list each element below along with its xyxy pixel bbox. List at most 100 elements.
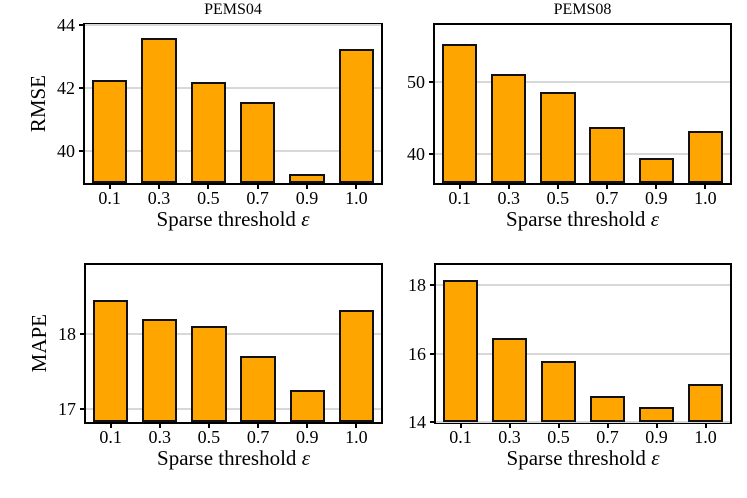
epsilon-symbol: ε xyxy=(650,207,659,231)
x-tick xyxy=(207,183,210,189)
bar-1.0 xyxy=(338,48,375,183)
gridline-y-40 xyxy=(435,153,730,156)
bar-0.3 xyxy=(142,318,178,422)
x-tick-label: 0.7 xyxy=(596,427,619,447)
x-tick-label: 0.9 xyxy=(296,427,319,447)
bar-0.5 xyxy=(540,361,577,422)
x-tick xyxy=(606,422,609,428)
x-tick xyxy=(108,183,111,189)
y-tick xyxy=(429,81,435,84)
x-tick xyxy=(109,422,112,428)
x-tick xyxy=(606,183,609,189)
x-tick-label: 1.0 xyxy=(694,427,717,447)
x-tick xyxy=(306,183,308,189)
x-tick-label: 0.1 xyxy=(98,188,121,208)
x-tick-label: 0.5 xyxy=(547,427,570,447)
x-tick xyxy=(256,183,259,189)
y-tick xyxy=(430,421,436,423)
x-tick-label: 0.3 xyxy=(147,188,171,208)
gridline-y-14 xyxy=(436,421,730,423)
y-tick-label: 17 xyxy=(58,398,76,419)
bar-0.3 xyxy=(141,37,177,183)
x-tick xyxy=(557,422,560,428)
bar-0.7 xyxy=(239,102,276,183)
subplot-mape-pems04: 17 18 0.1 0.3 0.5 0.7 0.9 1.0 MAPE Sparse thres… xyxy=(27,263,383,469)
plot-area: 40 42 44 0.1 0.3 0.5 0.7 0.9 1.0 xyxy=(57,16,383,207)
y-tick-label: 40 xyxy=(57,141,75,162)
x-tick xyxy=(355,422,358,428)
gridline-y-16 xyxy=(436,352,730,355)
gridline-y-40 xyxy=(85,150,381,153)
x-tick-label: 0.3 xyxy=(497,188,521,208)
gridline-y-18 xyxy=(86,332,381,335)
x-tick xyxy=(655,422,658,428)
bar-0.3 xyxy=(491,73,527,183)
bar-0.5 xyxy=(540,91,576,183)
epsilon-symbol: ε xyxy=(651,446,660,470)
bar-1.0 xyxy=(338,309,375,422)
x-tick-label: 0.5 xyxy=(197,427,221,447)
x-tick xyxy=(158,422,161,428)
x-tick-label: 0.9 xyxy=(645,427,668,447)
bar-0.5 xyxy=(190,81,227,183)
plot-area: 17 18 0.1 0.3 0.5 0.7 0.9 1.0 xyxy=(58,263,383,446)
gridline-y-44 xyxy=(85,24,381,26)
x-tick-label: 0.3 xyxy=(498,427,521,447)
y-tick xyxy=(80,407,86,410)
x-tick-label: 1.0 xyxy=(345,188,368,208)
y-tick xyxy=(79,150,85,153)
chart-title: PEMS08 xyxy=(553,1,612,18)
subplot-mape-pems08: 14 16 18 0.1 0.3 0.5 0.7 0.9 1.0 Sparse threshol… xyxy=(408,263,732,469)
y-tick-label: 18 xyxy=(408,275,426,296)
x-tick xyxy=(257,422,260,428)
x-tick-label: 0.7 xyxy=(246,188,269,208)
y-tick-label: 16 xyxy=(408,343,426,364)
x-axis-label: Sparse threshold ε xyxy=(157,446,310,470)
y-tick xyxy=(80,332,86,335)
x-axis-label: Sparse threshold ε xyxy=(156,207,310,231)
bar-0.1 xyxy=(92,300,129,422)
bar-0.1 xyxy=(441,43,478,183)
y-tick xyxy=(430,352,436,355)
epsilon-symbol: ε xyxy=(301,207,310,231)
x-tick-label: 0.5 xyxy=(546,188,570,208)
bar-0.9 xyxy=(638,406,675,422)
y-tick-label: 44 xyxy=(57,15,75,35)
bar-0.9 xyxy=(638,157,674,183)
x-tick xyxy=(459,422,462,428)
epsilon-symbol: ε xyxy=(301,446,310,470)
x-tick-label: 0.3 xyxy=(148,427,172,447)
bar-1.0 xyxy=(687,131,724,183)
subplot-rmse-pems04: 40 42 44 0.1 0.3 0.5 0.7 0.9 1.0 PEMS04 RMSE Spa… xyxy=(26,2,383,230)
x-tick-label: 0.9 xyxy=(645,188,668,208)
x-tick xyxy=(508,422,511,428)
bar-0.5 xyxy=(191,326,227,422)
gridline-y-50 xyxy=(435,81,730,84)
y-tick xyxy=(429,153,435,156)
x-axis-label: Sparse threshold ε xyxy=(506,446,660,470)
x-tick xyxy=(355,183,358,189)
x-tick-label: 0.9 xyxy=(295,188,319,208)
y-axis-label: MAPE xyxy=(27,314,51,373)
x-tick xyxy=(556,183,559,189)
y-tick-label: 42 xyxy=(57,78,75,99)
x-tick xyxy=(704,422,707,428)
x-tick xyxy=(507,183,510,189)
gridline-y-18 xyxy=(436,284,730,287)
x-tick-label: 0.1 xyxy=(99,427,122,447)
y-tick-label: 40 xyxy=(407,144,425,165)
x-tick-label: 1.0 xyxy=(345,427,368,447)
x-tick xyxy=(458,183,461,189)
x-tick xyxy=(655,183,658,189)
gridline-y-17 xyxy=(86,407,381,410)
bar-0.7 xyxy=(240,356,276,422)
y-axis-label: RMSE xyxy=(26,75,50,133)
y-tick xyxy=(430,284,436,287)
x-tick-label: 0.5 xyxy=(197,188,220,208)
y-tick xyxy=(79,87,85,90)
bar-0.1 xyxy=(91,80,128,183)
x-tick xyxy=(704,183,707,189)
bar-0.3 xyxy=(491,338,528,422)
x-tick-label: 1.0 xyxy=(694,188,717,208)
